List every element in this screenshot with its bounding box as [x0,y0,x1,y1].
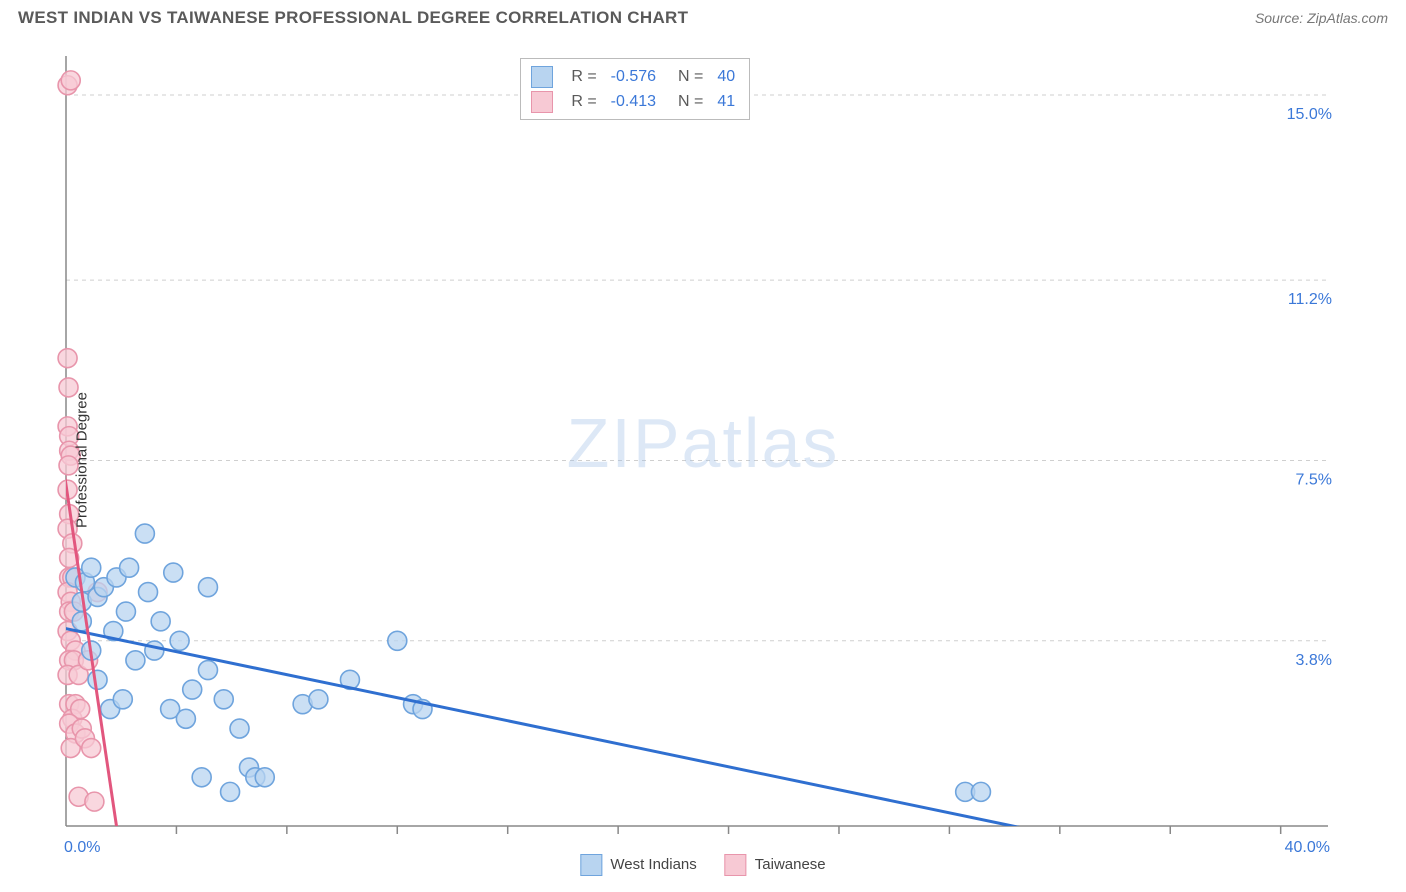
data-point [198,661,217,680]
legend-label: Taiwanese [755,856,826,873]
data-point [388,631,407,650]
data-point [85,792,104,811]
svg-text:3.8%: 3.8% [1296,652,1332,669]
data-point [88,670,107,689]
legend-row: R = -0.576 N = 40 [531,65,735,90]
trend-line [34,622,1328,856]
data-point [198,578,217,597]
data-point [113,690,132,709]
scatter-plot: 3.8% 7.5% 11.2% 15.0% 0.0% 40.0% [18,46,1358,856]
legend-swatch [531,91,553,113]
data-point [126,651,145,670]
legend-row: R = -0.413 N = 41 [531,90,735,115]
data-point [116,602,135,621]
n-value: 40 [717,65,735,90]
data-point [192,768,211,787]
r-value: -0.576 [611,65,656,90]
svg-text:0.0%: 0.0% [64,839,100,856]
svg-text:7.5%: 7.5% [1296,471,1332,488]
svg-text:11.2%: 11.2% [1288,291,1332,308]
legend-item: Taiwanese [725,854,826,876]
source-attribution: Source: ZipAtlas.com [1255,10,1388,26]
correlation-legend: R = -0.576 N = 40 R = -0.413 N = 41 [520,58,750,120]
r-label: R = [571,65,596,90]
n-label: N = [678,65,703,90]
data-point [61,71,80,90]
legend-swatch [580,854,602,876]
y-axis-label: Professional Degree [73,392,90,528]
data-point [971,782,990,801]
data-point [151,612,170,631]
r-value: -0.413 [611,90,656,115]
data-point [230,719,249,738]
n-label: N = [678,90,703,115]
data-point [170,631,189,650]
svg-text:15.0%: 15.0% [1287,106,1332,123]
legend-swatch [725,854,747,876]
chart-container: Professional Degree ZIPatlas 3.8%7.5%11.… [18,46,1388,874]
n-value: 41 [717,90,735,115]
chart-title: WEST INDIAN VS TAIWANESE PROFESSIONAL DE… [18,8,688,28]
legend-item: West Indians [580,854,696,876]
legend-label: West Indians [610,856,696,873]
data-point [58,349,77,368]
r-label: R = [571,90,596,115]
data-point [164,563,183,582]
series-legend: West Indians Taiwanese [580,854,825,876]
data-point [120,558,139,577]
data-point [139,583,158,602]
data-point [309,690,328,709]
data-point [82,558,101,577]
data-point [214,690,233,709]
data-point [145,641,164,660]
legend-swatch [531,66,553,88]
data-point [135,524,154,543]
data-point [183,680,202,699]
svg-text:40.0%: 40.0% [1285,839,1330,856]
trend-line [34,272,1328,856]
data-point [221,782,240,801]
data-point [82,739,101,758]
data-point [176,709,195,728]
data-point [255,768,274,787]
